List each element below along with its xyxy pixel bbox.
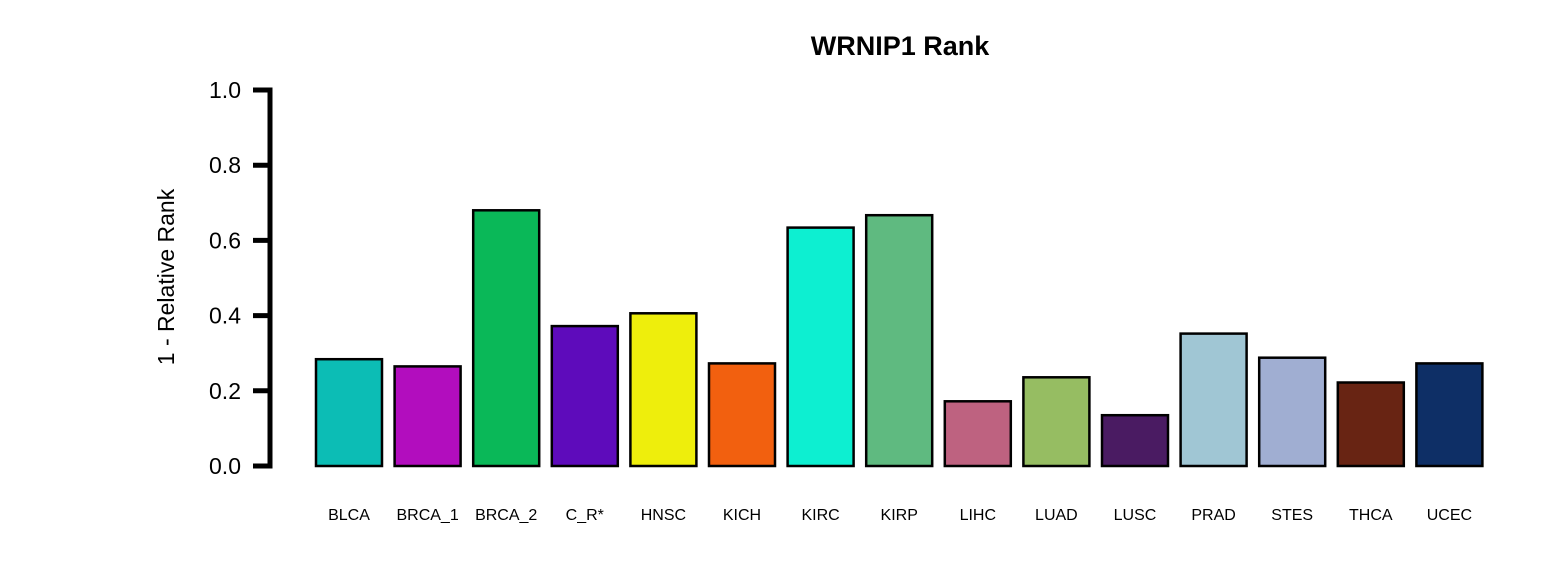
x-tick-label: C_R* xyxy=(566,507,604,524)
bar-kich xyxy=(707,362,777,468)
bar-hnsc xyxy=(629,312,698,468)
x-tick-label: BRCA_2 xyxy=(475,507,537,524)
y-tick-label: 0.2 xyxy=(209,378,241,404)
bar-luad xyxy=(1022,376,1091,468)
bar-ucec xyxy=(1415,362,1484,468)
x-tick-label: LIHC xyxy=(960,507,996,524)
bar-stes xyxy=(1257,356,1327,468)
bar-lusc xyxy=(1100,413,1170,468)
bar-c-r xyxy=(550,324,620,468)
bar-kirc xyxy=(786,226,855,468)
y-tick-label: 0.8 xyxy=(209,152,241,178)
chart-title: WRNIP1 Rank xyxy=(811,31,991,61)
x-tick-label: BLCA xyxy=(328,507,370,524)
x-tick-label: STES xyxy=(1271,507,1313,524)
bar-brca-1 xyxy=(393,365,462,468)
bar-prad xyxy=(1179,332,1248,468)
y-axis: 0.0 0.2 0.4 0.6 0.8 1.0 xyxy=(209,77,273,479)
x-tick-label: PRAD xyxy=(1191,507,1235,524)
x-tick-label: KIRC xyxy=(801,507,839,524)
y-tick-label: 0.4 xyxy=(209,303,241,329)
x-tick-label: HNSC xyxy=(641,507,686,524)
x-tick-label: UCEC xyxy=(1427,507,1472,524)
x-tick-label: LUAD xyxy=(1035,507,1078,524)
bar-thca xyxy=(1336,381,1406,468)
bar-blca xyxy=(314,357,384,468)
bar-lihc xyxy=(943,400,1013,468)
x-tick-label: KICH xyxy=(723,507,761,524)
x-tick-label: KIRP xyxy=(881,507,918,524)
bar-brca-2 xyxy=(471,209,541,468)
bar-kirp xyxy=(864,213,934,468)
y-tick-label: 0.0 xyxy=(209,453,241,479)
x-tick-label: LUSC xyxy=(1114,507,1157,524)
y-tick-label: 1.0 xyxy=(209,77,241,103)
y-tick-label: 0.6 xyxy=(209,227,241,253)
x-tick-label: THCA xyxy=(1349,507,1393,524)
x-tick-labels: BLCA BRCA_1 BRCA_2 C_R* HNSC KICH KIRC KIRP LIHC… xyxy=(328,507,1472,524)
x-tick-label: BRCA_1 xyxy=(396,507,458,524)
bars-group xyxy=(314,209,1484,468)
y-axis-label: 1 - Relative Rank xyxy=(153,188,179,365)
